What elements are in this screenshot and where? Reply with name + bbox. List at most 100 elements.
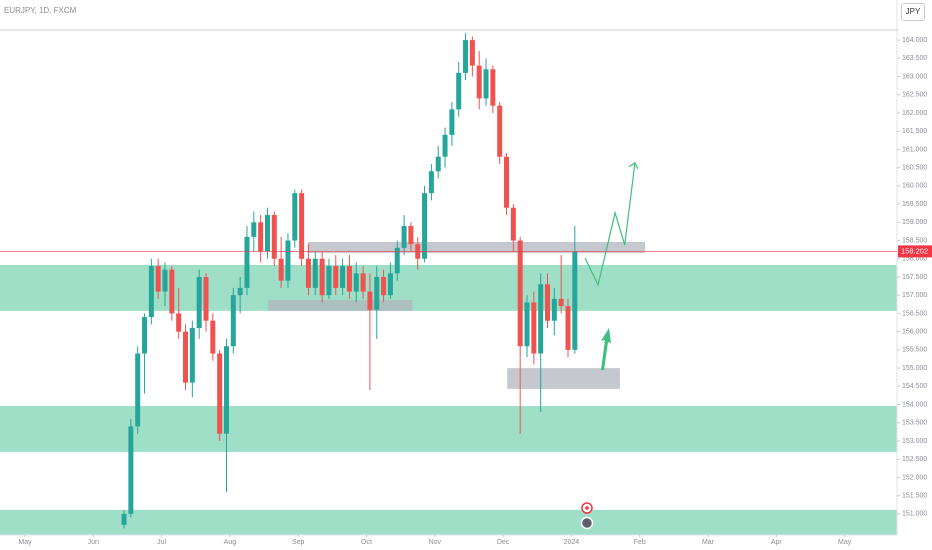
projection-arrowhead [628,162,639,170]
x-tick-label: Mar [702,539,715,546]
candle-body [360,273,366,292]
candle-body [531,302,537,354]
candle-body [394,247,400,274]
currency-button[interactable]: JPY [901,3,925,21]
candle-body [128,426,134,514]
candle-body [148,266,154,318]
candle-body [223,346,229,434]
last-price-label: 158.202 [901,246,928,255]
candle-body [230,295,236,347]
candle-body [299,193,305,259]
y-tick-label: 154.000 [902,401,927,408]
candle-body [251,222,257,237]
x-tick-label: Sep [292,539,305,546]
candle-body [497,105,503,157]
candle-body [319,258,325,296]
candle-body [353,273,359,292]
candle-body [565,306,571,350]
x-tick-label: Dec [497,539,510,546]
y-tick-label: 151.000 [902,511,927,518]
candle-body [510,207,516,241]
y-tick-label: 159.000 [902,219,927,226]
y-tick-label: 160.500 [902,164,927,171]
zone [507,368,620,389]
y-tick-label: 157.000 [902,292,927,299]
candle-body [381,276,387,296]
chart-title: EURJPY, 1D, FXCM [4,6,77,15]
y-tick-label: 156.500 [902,310,927,317]
candle-body [176,313,182,332]
y-tick-label: 160.000 [902,183,927,190]
candle-body [155,266,161,292]
x-tick-label: Apr [771,539,783,546]
candle-body [183,331,189,383]
candle-body [476,65,482,99]
candle-body [244,236,250,288]
y-tick-label: 163.000 [902,73,927,80]
candle-body [504,156,510,208]
candle-body [271,215,277,259]
candle-body [264,215,270,252]
y-tick-label: 163.500 [902,55,927,62]
candle-body [162,269,168,292]
candle-body [422,193,428,259]
y-tick-label: 161.500 [902,128,927,135]
candle-body [517,240,523,347]
candle-body [285,240,291,281]
candle-body [121,513,127,525]
candle-body [340,266,346,288]
candle-body [374,276,380,310]
candle-body [135,353,141,427]
candle-body [469,40,475,66]
event-icon [580,516,594,530]
candle-body [367,291,373,310]
zone [307,241,646,253]
x-tick-label: Oct [361,539,372,546]
candle-body [456,72,462,110]
y-tick-label: 158.000 [902,256,927,263]
candle-body [196,276,202,328]
candle-body [428,171,434,194]
x-tick-label: Nov [429,539,442,546]
candle-body [551,298,557,321]
y-tick-label: 162.500 [902,92,927,99]
zone [0,509,897,535]
candle-body [483,69,489,99]
candle-body [210,320,216,354]
candle-body [189,327,195,383]
y-tick-label: 154.500 [902,383,927,390]
up-arrow [601,328,611,370]
y-tick-label: 157.500 [902,274,927,281]
candle-body [237,287,243,296]
y-tick-label: 153.000 [902,438,927,445]
projection-line [584,162,636,287]
candle-body [387,273,393,296]
y-tick-label: 159.500 [902,201,927,208]
y-tick-label: 153.500 [902,420,927,427]
candle-body [572,251,578,350]
candle-body [401,225,407,248]
candle-body [435,156,441,172]
last-price-box [898,245,932,258]
x-tick-label: Jun [88,539,99,546]
y-tick-label: 161.000 [902,146,927,153]
candle-body [305,258,311,288]
x-tick-label: May [838,539,852,546]
candle-body [203,276,209,321]
x-tick-label: Jul [157,539,166,546]
candle-body [312,258,318,288]
zone [0,405,897,452]
candle-body [408,225,414,245]
x-tick-label: 2024 [564,539,580,546]
candle-body [292,193,298,241]
y-tick-label: 158.500 [902,237,927,244]
candle-body [169,269,175,314]
candle-body [558,298,564,307]
event-icon [585,506,589,510]
x-tick-label: May [18,539,32,546]
candle-body [258,222,264,252]
candle-body [278,258,284,281]
y-tick-label: 152.000 [902,474,927,481]
zone [0,264,897,311]
